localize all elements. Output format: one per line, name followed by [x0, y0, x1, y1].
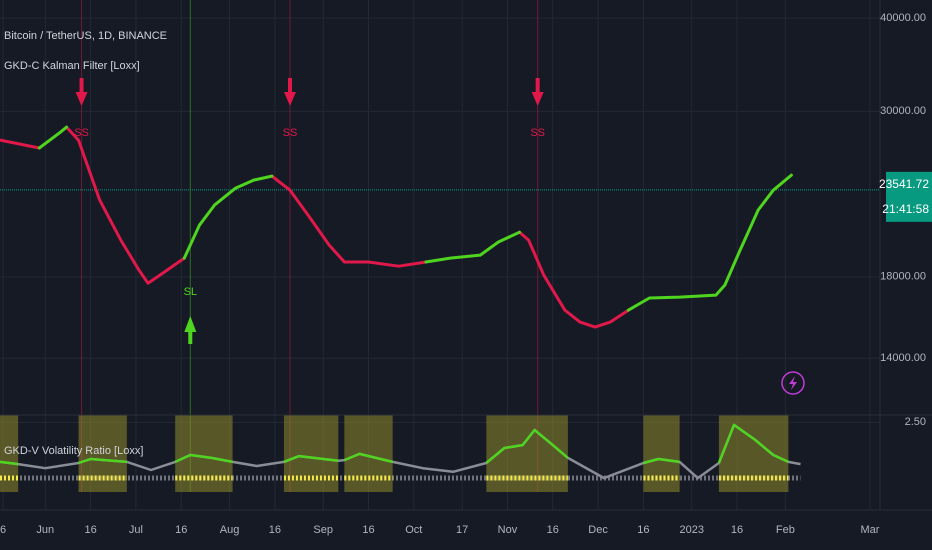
volatility-highlight — [643, 457, 680, 465]
volatility-highlight — [0, 460, 19, 466]
volatility-highlight — [174, 453, 233, 464]
y-tick-label: 14000.00 — [880, 352, 926, 364]
indicator-title: GKD-C Kalman Filter [Loxx] — [4, 60, 140, 72]
x-tick-label: 17 — [456, 524, 468, 536]
last-price-label: 23541.72 — [879, 177, 929, 191]
icon-bolt — [789, 376, 797, 390]
countdown-label: 21:41:58 — [882, 202, 929, 216]
alert-icon[interactable] — [781, 371, 805, 395]
volatility-highlight — [283, 454, 339, 464]
x-tick-label: Mar — [860, 524, 879, 536]
x-tick-label: 16 — [362, 524, 374, 536]
volatility-highlight — [78, 457, 127, 465]
signal-arrow — [283, 78, 296, 106]
y-tick-label: 30000.00 — [880, 105, 926, 117]
x-tick-label: Jul — [129, 524, 143, 536]
x-tick-label: Nov — [498, 524, 518, 536]
x-tick-label: Jun — [36, 524, 54, 536]
data-layer — [0, 125, 801, 481]
volatility-line — [0, 423, 801, 480]
signal-label: SS — [74, 127, 89, 139]
x-tick-label: Sep — [313, 524, 333, 536]
volatility-region — [0, 415, 19, 492]
x-tick-label: Oct — [405, 524, 422, 536]
x-tick-label: 16 — [175, 524, 187, 536]
kalman-line — [37, 125, 793, 312]
x-tick-label: 16 — [547, 524, 559, 536]
signal-label: SS — [530, 127, 545, 139]
x-tick-label: Feb — [776, 524, 795, 536]
overlay-layer: Bitcoin / TetherUS, 1D, BINANCE GKD-C Ka… — [0, 0, 932, 536]
volatility-region — [718, 415, 789, 492]
x-tick-label: 16 — [731, 524, 743, 536]
signal-arrow — [184, 316, 197, 344]
signal-arrow — [531, 78, 544, 106]
y-tick-label: 2.50 — [905, 416, 926, 428]
volatility-region — [643, 415, 680, 492]
volatility-highlight — [717, 423, 789, 464]
x-tick-label: 16 — [269, 524, 281, 536]
x-tick-label: 6 — [0, 524, 6, 536]
x-tick-label: Aug — [220, 524, 240, 536]
x-tick-label: 16 — [84, 524, 96, 536]
y-tick-label: 40000.00 — [880, 12, 926, 24]
y-tick-label: 18000.00 — [880, 271, 926, 283]
last-price-box — [886, 171, 932, 222]
volatility-highlight — [485, 428, 569, 464]
x-tick-label: 2023 — [679, 524, 703, 536]
chart-title: Bitcoin / TetherUS, 1D, BINANCE — [4, 30, 167, 42]
signal-label: SL — [184, 286, 197, 298]
x-tick-label: Dec — [588, 524, 608, 536]
kalman-line — [0, 125, 630, 329]
x-tick-label: 16 — [637, 524, 649, 536]
volatility-highlight — [343, 452, 393, 464]
icon-circle — [781, 371, 805, 395]
signal-arrow — [75, 78, 88, 106]
indicator-title: GKD-V Volatility Ratio [Loxx] — [4, 445, 143, 457]
signal-label: SS — [283, 127, 298, 139]
